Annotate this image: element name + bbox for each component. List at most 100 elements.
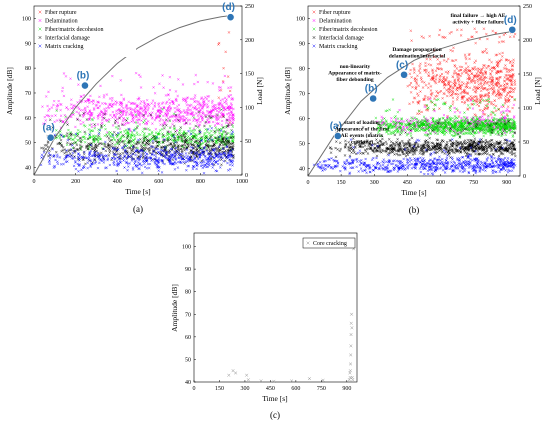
point-delamination [153,91,157,95]
point-delamination [182,109,186,112]
point-delamination [100,102,104,105]
stage-marker-point [226,13,235,22]
point-fiber-matrix-decohesion [55,136,59,139]
point-delamination [224,121,228,124]
point-delamination [221,112,224,116]
point-fiber-matrix-decohesion [231,139,235,143]
point-delamination [104,102,108,106]
point-delamination [158,82,161,86]
y2-tick-label: 0 [245,173,248,179]
point-delamination [231,113,235,117]
point-delamination [232,118,235,121]
point-fiber-matrix-decohesion [67,128,70,132]
point-delamination [230,98,233,101]
point-delamination [111,105,114,108]
point-delamination [74,125,77,129]
point-delamination [206,103,209,106]
point-fiber-rupture [227,31,231,34]
point-delamination [197,123,200,127]
y-tick-label: 70 [25,91,31,97]
point-delamination [157,105,161,108]
point-delamination [53,120,56,123]
point-fiber-matrix-decohesion [197,110,201,114]
point-delamination [222,109,225,112]
point-delamination [92,116,96,120]
point-delamination [194,105,197,108]
point-delamination [138,115,142,118]
point-delamination [166,112,170,116]
point-delamination [122,98,126,102]
point-delamination [151,107,155,110]
point-delamination [162,86,165,89]
point-delamination [96,114,100,118]
point-delamination [86,105,89,109]
point-delamination [109,102,112,106]
point-delamination [135,115,138,118]
point-delamination [197,100,200,104]
point-delamination [155,116,158,120]
point-delamination [186,111,190,115]
point-delamination [202,97,205,101]
point-fiber-rupture [226,75,230,78]
point-delamination [195,118,198,122]
point-delamination [124,106,128,109]
point-delamination [62,72,66,75]
point-delamination [168,101,172,105]
point-delamination [196,80,200,84]
point-delamination [205,109,209,113]
point-delamination [227,115,231,118]
point-delamination [231,113,235,117]
point-delamination [76,101,79,104]
point-delamination [199,104,203,108]
scatter-marks-a [39,31,235,175]
point-delamination [153,104,156,107]
point-delamination [61,120,65,123]
point-delamination [215,122,218,125]
point-fiber-matrix-decohesion [194,132,197,136]
point-delamination [219,99,222,102]
point-delamination [222,81,225,84]
point-fiber-matrix-decohesion [103,134,106,137]
point-delamination [153,101,157,105]
point-delamination [139,107,142,110]
point-delamination [154,112,158,116]
point-delamination [48,107,51,111]
point-delamination [168,109,171,113]
point-delamination [119,79,123,82]
point-delamination [195,107,198,111]
point-delamination [144,111,148,114]
point-delamination [177,78,180,81]
point-delamination [115,112,118,116]
point-delamination [130,111,134,115]
point-delamination [140,112,144,116]
point-delamination [96,106,99,110]
point-delamination [155,114,158,118]
point-delamination [222,106,226,109]
point-delamination [87,118,91,121]
point-delamination [139,86,143,89]
point-delamination [178,108,181,111]
point-delamination [231,121,235,124]
point-delamination [174,119,178,123]
point-delamination [217,122,220,125]
point-delamination [157,103,160,106]
point-delamination [166,106,170,110]
point-delamination [142,100,146,103]
point-delamination [153,118,157,122]
point-fiber-matrix-decohesion [147,132,151,136]
point-fiber-matrix-decohesion [154,131,158,135]
point-fiber-matrix-decohesion [116,142,119,146]
point-delamination [166,107,170,110]
point-fiber-matrix-decohesion [129,134,133,137]
point-delamination [58,118,62,121]
point-delamination [194,73,198,77]
point-delamination [64,75,68,78]
point-delamination [227,105,231,108]
legend-item: Fiber/matrix decohesion [45,27,104,33]
point-delamination [206,105,210,108]
point-delamination [197,117,201,120]
point-delamination [97,101,101,104]
y-tick-label: 50 [25,141,31,147]
